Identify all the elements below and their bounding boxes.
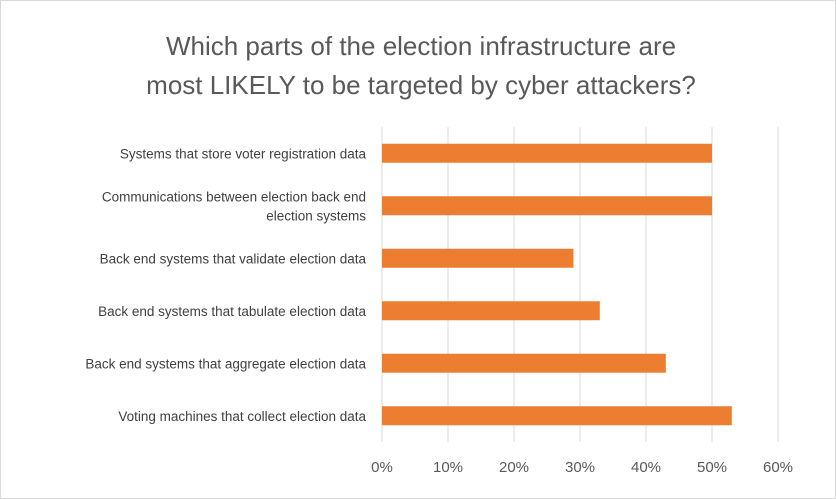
category-label: Systems that store voter registration da… — [120, 146, 367, 161]
bar — [382, 143, 712, 163]
bar — [382, 196, 712, 216]
bar — [382, 301, 600, 321]
category-label: Voting machines that collect election da… — [118, 409, 366, 424]
bar — [382, 406, 732, 426]
x-tick-label: 10% — [433, 459, 463, 476]
bar — [382, 353, 666, 373]
category-label: Communications between election back end — [102, 189, 366, 204]
chart-title-line-1: Which parts of the election infrastructu… — [165, 31, 677, 61]
chart-title: Which parts of the election infrastructu… — [61, 27, 781, 105]
x-tick-label: 0% — [371, 459, 393, 476]
category-label: Back end systems that validate election … — [100, 251, 367, 266]
x-tick-label: 40% — [631, 459, 661, 476]
x-tick-label: 50% — [697, 459, 727, 476]
chart-title-line-2: most LIKELY to be targeted by cyber atta… — [146, 70, 696, 100]
category-label: Back end systems that tabulate election … — [98, 304, 366, 319]
bar — [382, 248, 574, 268]
x-tick-label: 30% — [565, 459, 595, 476]
category-label: Back end systems that aggregate election… — [85, 356, 366, 371]
category-label: election systems — [266, 208, 366, 223]
x-tick-label: 60% — [763, 459, 793, 476]
x-tick-label: 20% — [499, 459, 529, 476]
